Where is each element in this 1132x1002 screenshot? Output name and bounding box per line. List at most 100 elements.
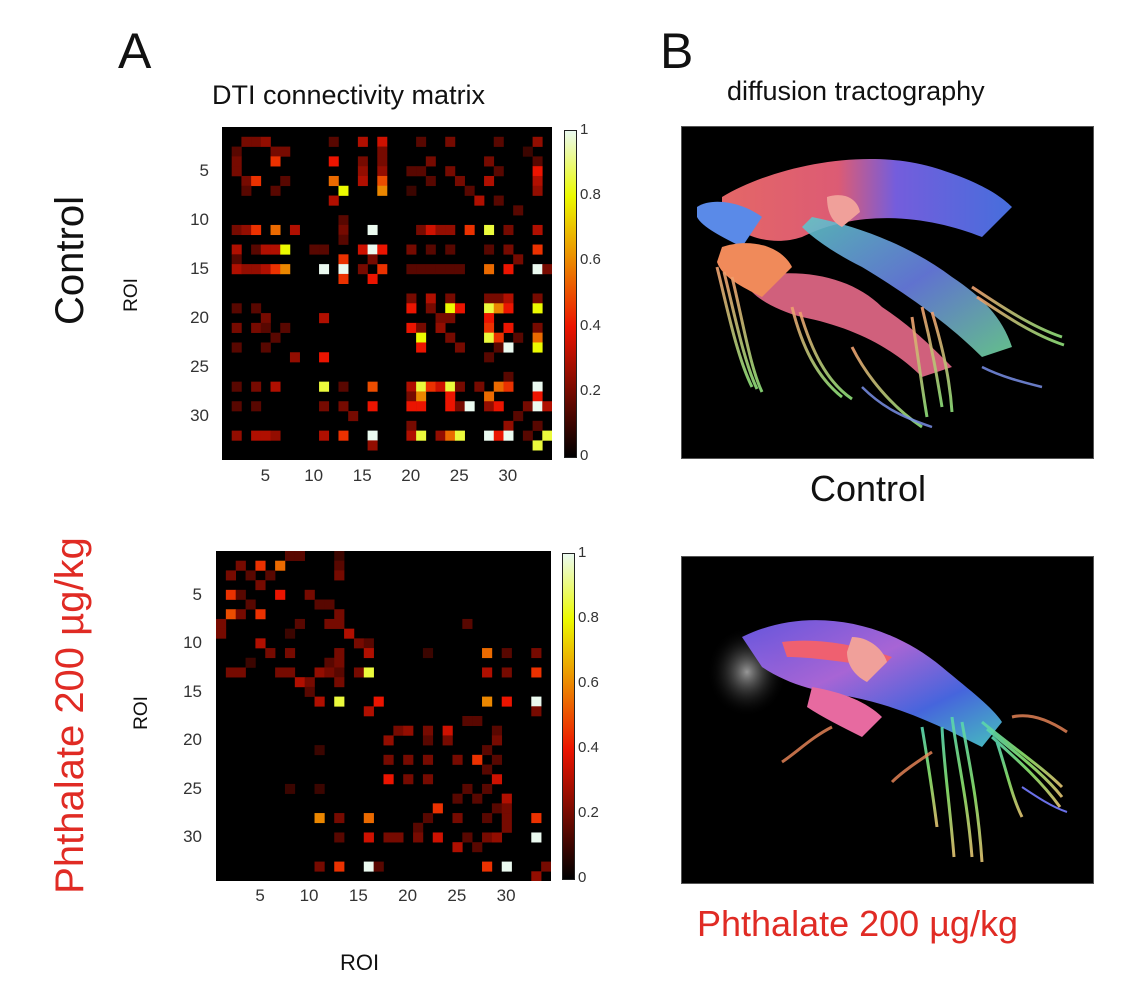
matrix-cell — [472, 754, 483, 765]
matrix-cell — [413, 822, 424, 833]
colorbar-tick-label: 0.6 — [578, 674, 599, 691]
matrix-cell — [284, 667, 296, 678]
phthalate-row-label: Phthalate 200 µg/kg — [47, 536, 92, 894]
matrix-cell — [435, 224, 446, 236]
matrix-cell — [464, 224, 475, 236]
matrix-cell — [416, 342, 427, 353]
matrix-cell — [416, 381, 427, 392]
matrix-cell — [503, 371, 514, 382]
colorbar-tick-label: 1 — [578, 544, 587, 561]
matrix-cell — [484, 391, 495, 402]
matrix-cell — [491, 725, 503, 736]
matrix-cell — [393, 725, 404, 736]
matrix-cell — [493, 332, 504, 343]
matrix-cell — [338, 185, 349, 196]
matrix-cell — [270, 264, 281, 275]
matrix-cell — [532, 156, 543, 167]
matrix-cell — [251, 381, 262, 392]
matrix-cell — [338, 264, 349, 275]
matrix-cell — [383, 774, 394, 785]
matrix-cell — [406, 293, 417, 304]
x-tick-label: 10 — [304, 466, 324, 485]
matrix-cell — [324, 657, 335, 668]
matrix-cell — [363, 832, 374, 843]
matrix-cell — [255, 609, 266, 620]
matrix-cell — [235, 560, 246, 571]
y-tick-label: 15 — [183, 681, 202, 701]
x-tick-label: 20 — [401, 466, 421, 485]
matrix-cell — [377, 166, 388, 177]
matrix-cell — [334, 813, 345, 824]
matrix-cell — [406, 244, 417, 255]
matrix-cell — [357, 156, 368, 167]
matrix-cell — [245, 657, 256, 668]
matrix-cell — [270, 224, 281, 236]
matrix-cell — [367, 381, 378, 392]
matrix-cell — [406, 381, 417, 392]
control-colorbar-ticks: 0 0.2 0.4 0.6 0.8 1 — [580, 121, 620, 464]
matrix-cell — [251, 175, 262, 187]
matrix-cell — [513, 205, 524, 216]
matrix-cell — [532, 136, 543, 147]
matrix-cell — [241, 185, 252, 196]
matrix-cell — [367, 224, 378, 236]
matrix-cell — [260, 313, 271, 324]
matrix-cell — [454, 381, 465, 392]
matrix-cell — [280, 146, 291, 157]
matrix-cell — [338, 234, 349, 245]
matrix-cell — [406, 430, 417, 441]
matrix-cell — [416, 391, 427, 402]
matrix-cell — [319, 244, 330, 255]
matrix-cell — [294, 618, 305, 629]
colorbar-tick-label: 0.2 — [580, 381, 601, 399]
matrix-cell — [403, 754, 414, 765]
matrix-cell — [464, 401, 475, 412]
matrix-cell — [357, 264, 368, 275]
matrix-cell — [482, 832, 493, 843]
matrix-cell — [416, 166, 427, 177]
matrix-cell — [270, 146, 281, 157]
matrix-cell — [532, 401, 543, 412]
x-tick-label: 30 — [498, 466, 518, 485]
x-tick-label: 20 — [398, 886, 418, 905]
matrix-cell — [367, 440, 378, 451]
matrix-cell — [445, 244, 456, 255]
matrix-cell — [289, 224, 300, 236]
matrix-cell — [422, 648, 434, 659]
matrix-cell — [422, 725, 434, 736]
control-tractography-caption: Control — [810, 468, 927, 509]
control-y-axis-label: ROI — [121, 278, 142, 312]
matrix-cell — [425, 264, 436, 275]
matrix-cell — [422, 735, 434, 746]
matrix-cell — [501, 667, 512, 678]
matrix-cell — [294, 677, 305, 688]
matrix-cell — [482, 667, 493, 678]
matrix-cell — [542, 401, 552, 412]
panel-b-letter: B — [660, 23, 694, 79]
matrix-cell — [377, 244, 388, 255]
matrix-cell — [452, 754, 463, 765]
y-tick-label: 20 — [190, 307, 209, 327]
matrix-cell — [445, 293, 456, 304]
matrix-cell — [445, 430, 456, 441]
matrix-cell — [482, 745, 493, 756]
matrix-cell — [235, 667, 246, 678]
matrix-cell — [251, 264, 262, 275]
matrix-cell — [503, 244, 514, 255]
matrix-cell — [231, 156, 242, 167]
matrix-cell — [432, 832, 443, 843]
matrix-cell — [416, 401, 427, 412]
matrix-cell — [531, 813, 542, 824]
y-tick-label: 10 — [183, 633, 202, 653]
matrix-cell — [338, 254, 349, 265]
y-tick-label: 10 — [190, 210, 209, 230]
matrix-cell — [363, 813, 374, 824]
matrix-cell — [241, 264, 252, 275]
matrix-cell — [416, 224, 427, 236]
matrix-cell — [260, 136, 271, 147]
matrix-cell — [334, 667, 345, 678]
matrix-cell — [416, 322, 427, 333]
matrix-cell — [445, 136, 456, 147]
matrix-cell — [231, 166, 242, 177]
matrix-cell — [532, 440, 543, 451]
